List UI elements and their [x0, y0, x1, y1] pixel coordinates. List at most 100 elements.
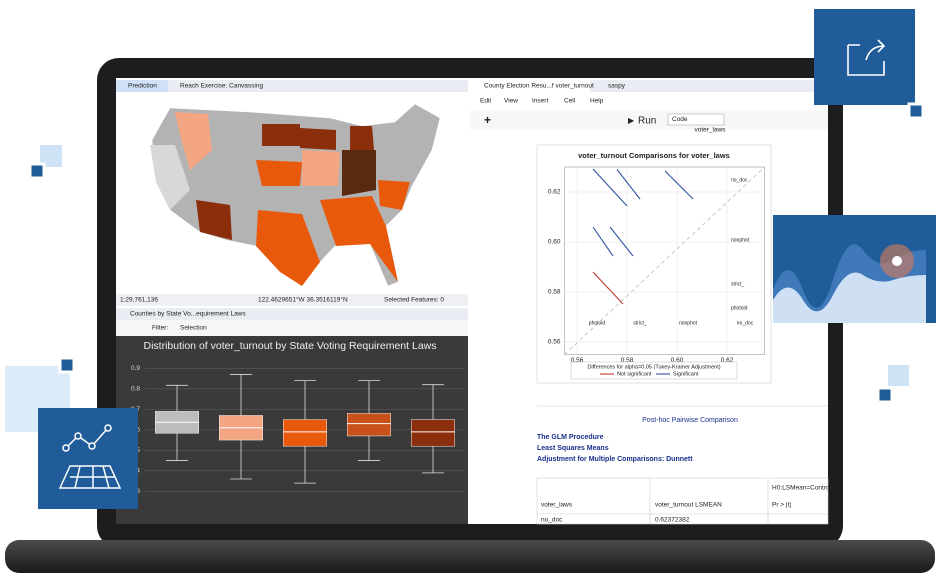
map-region	[300, 128, 336, 150]
results-line: The GLM Procedure	[537, 434, 604, 441]
col-label: nonphot	[679, 320, 698, 326]
y-tick-label: 0.8	[131, 386, 140, 393]
y-tick-label: 0.9	[131, 365, 140, 372]
tab[interactable]: saspy	[608, 83, 626, 90]
decor-square	[888, 365, 909, 386]
output-header: voter_laws	[694, 127, 726, 134]
tab-active[interactable]	[470, 80, 590, 92]
chart-title: voter_turnout Comparisons for voter_laws	[578, 151, 730, 160]
results-line: Adjustment for Multiple Comparisons: Dun…	[537, 456, 693, 463]
icon-node	[62, 444, 70, 452]
box	[346, 413, 392, 437]
laptop-base	[5, 540, 935, 573]
map-region	[378, 180, 410, 210]
reference-line	[564, 166, 765, 355]
col-label: photoid	[589, 320, 606, 326]
x-tick-label: 0.58	[621, 357, 634, 364]
tab[interactable]: Prediction	[128, 83, 157, 90]
tab-bar	[116, 80, 468, 92]
decor-square	[28, 162, 46, 180]
tab[interactable]: Reach Exercise: Canvassing	[180, 83, 263, 90]
cell-type-select[interactable]	[667, 113, 725, 126]
decor-square	[58, 356, 76, 374]
map-region	[256, 210, 320, 286]
tab-active[interactable]	[116, 80, 168, 92]
map-coordinates: 122.4629651°W 36.3516119°N	[258, 296, 348, 304]
table-cell: 0.62372382	[655, 517, 690, 524]
row-label: nonphot	[731, 237, 750, 243]
selected-features: Selected Features: 0	[384, 297, 444, 304]
menu-item[interactable]: Insert	[532, 98, 548, 105]
map-scale[interactable]: 1:29,761,136	[120, 297, 158, 304]
y-tick-label: 0.58	[548, 289, 561, 296]
box	[282, 419, 328, 447]
x-tick-label: 0.56	[571, 357, 584, 364]
toolbar	[116, 320, 468, 336]
x-tick-label: 0.62	[721, 357, 734, 364]
box	[410, 419, 456, 447]
decor-square	[907, 102, 925, 120]
y-tick-label: 0.60	[548, 239, 561, 246]
map-region	[262, 124, 300, 146]
map-region	[196, 200, 232, 240]
table-cell: no_doc	[541, 517, 563, 524]
table-header: voter_laws	[541, 502, 573, 509]
diff-segment	[609, 226, 634, 257]
results-line: Least Squares Means	[537, 445, 609, 452]
tab-bar	[116, 308, 468, 320]
map-region	[175, 112, 212, 170]
grid-icon-card	[38, 408, 138, 509]
legend-label: Not significant	[617, 371, 652, 377]
x-tick-label: 0.60	[671, 357, 684, 364]
map-region	[350, 126, 374, 150]
table-header: H0:LSMean=Control	[772, 485, 832, 492]
plot-area	[564, 166, 765, 355]
table-header: voter_turnout LSMEAN	[655, 502, 722, 509]
map-region	[320, 196, 398, 282]
wave	[773, 272, 926, 323]
map-region	[302, 150, 340, 186]
y-tick-label: 0.62	[548, 189, 561, 196]
icon-node	[88, 442, 96, 450]
tab[interactable]: Counties by State Vo...equirement Laws	[130, 311, 246, 318]
icon-node	[74, 432, 82, 440]
status-bar	[116, 294, 468, 306]
menu-item[interactable]: View	[504, 98, 518, 105]
row-label: strict_	[731, 281, 745, 287]
map-region	[342, 150, 376, 196]
decor-square	[876, 386, 894, 404]
toolbar	[470, 110, 828, 130]
tab[interactable]: County Election Resu...f voter_turnout	[484, 83, 594, 90]
add-cell-icon[interactable]: +	[484, 113, 491, 127]
run-button[interactable]: Run	[638, 116, 656, 127]
run-icon[interactable]: ▶	[628, 116, 635, 125]
table-subheader: Pr > |t|	[772, 502, 791, 509]
col-label: no_doc	[737, 320, 754, 326]
share-card	[814, 9, 915, 105]
legend-title: Differences for alpha=0.05 (Tukey-Kramer…	[587, 364, 720, 370]
map-region	[256, 160, 302, 186]
table	[536, 477, 829, 525]
share-icon	[847, 39, 886, 76]
diff-segment	[592, 271, 624, 305]
diff-segment	[592, 226, 614, 257]
menu-item[interactable]: Edit	[480, 98, 491, 105]
legend-label: Significant	[673, 371, 699, 377]
row-label: no_doc	[731, 177, 748, 183]
map-region	[150, 145, 190, 210]
cell-type[interactable]: Code	[672, 116, 688, 123]
col-label: strict_	[633, 320, 647, 326]
legend-box	[570, 361, 738, 380]
menu-item[interactable]: Help	[590, 98, 604, 105]
filter-label: Filter:	[152, 325, 168, 332]
diff-segment	[616, 169, 641, 200]
row-label: photoid	[731, 305, 748, 311]
selection-button[interactable]: Selection	[180, 325, 207, 332]
chart-title: Distribution of voter_turnout by State V…	[144, 340, 437, 352]
diff-segment	[592, 168, 628, 207]
icon-node	[104, 424, 112, 432]
results-title: Post-hoc Pairwise Comparison	[642, 417, 738, 424]
menu-item[interactable]: Cell	[564, 98, 576, 105]
